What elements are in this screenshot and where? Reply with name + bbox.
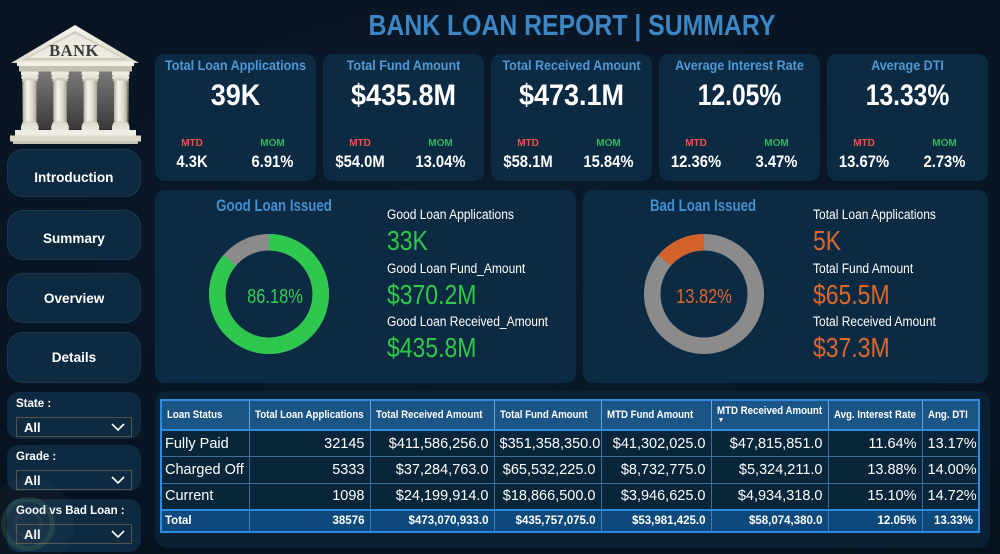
svg-text:BANK: BANK (49, 41, 99, 60)
